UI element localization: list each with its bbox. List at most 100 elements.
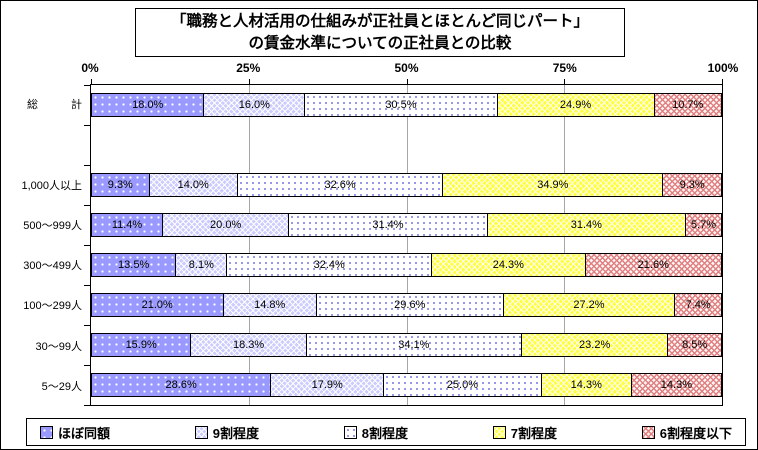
data-label: 31.4% [372, 219, 404, 231]
data-label: 10.7% [672, 99, 704, 111]
data-label: 14.3% [570, 379, 602, 391]
data-label: 34.1% [398, 339, 430, 351]
chart-title-line2: の賃金水準についての正社員との比較 [248, 34, 512, 52]
bar-row: 13.5% 8.1% 32.4% 24.3% 21.6% [91, 245, 722, 285]
category-axis: 総 計 1,000人以上 500～999人 300～499人 100～299人 30～99… [1, 84, 85, 406]
legend-item: 9割程度 [194, 423, 259, 442]
bar-segment: 32.4% [227, 253, 433, 277]
bar-segment: 24.3% [432, 253, 586, 277]
stacked-bar: 9.3% 14.0% 32.6% 34.9% 9.3% [91, 173, 722, 197]
axis-tick-mark [406, 79, 408, 85]
bar-segment: 32.6% [237, 173, 444, 197]
data-label: 20.0% [210, 219, 242, 231]
legend-item: ほぼ同額 [40, 423, 110, 442]
category-label [1, 124, 85, 164]
bar-segment: 11.4% [91, 213, 163, 237]
bar-row: 9.3% 14.0% 32.6% 34.9% 9.3% [91, 165, 722, 205]
bar-segment: 23.2% [521, 333, 669, 357]
data-label: 32.6% [324, 179, 356, 191]
bar-segment: 13.5% [91, 253, 177, 277]
bar-segment: 17.9% [271, 373, 385, 397]
bar-segment: 18.3% [191, 333, 307, 357]
category-tick-mark [84, 405, 90, 406]
data-label: 17.9% [311, 379, 343, 391]
bar-segment: 7.4% [675, 293, 722, 317]
bar-segment: 34.1% [306, 333, 522, 357]
bar-row: 21.0% 14.8% 29.6% 27.2% 7.4% [91, 285, 722, 325]
bar-segment: 15.9% [91, 333, 192, 357]
legend-swatch-icon [492, 425, 506, 439]
legend-item: 7割程度 [492, 423, 557, 442]
legend-swatch-icon [40, 425, 53, 439]
bar-segment: 16.0% [204, 93, 306, 117]
category-label: 100～299人 [23, 300, 82, 313]
data-label: 14.0% [177, 179, 209, 191]
legend-label: 6割程度以下 [659, 425, 732, 441]
data-label: 25.0% [446, 379, 478, 391]
bar-segment: 34.9% [443, 173, 664, 197]
gridline [248, 85, 250, 405]
value-axis: 0% 25% 50% 75% 100% [81, 61, 738, 77]
data-label: 21.6% [637, 259, 669, 271]
axis-tick-mark [722, 79, 723, 85]
data-label: 9.3% [107, 179, 133, 191]
bar-segment: 9.3% [663, 173, 722, 197]
data-label: 34.9% [537, 179, 569, 191]
data-label: 14.8% [254, 299, 286, 311]
axis-tick-label: 75% [552, 61, 577, 75]
data-label: 18.0% [132, 99, 164, 111]
legend-label: 8割程度 [361, 425, 408, 441]
legend-label: 9割程度 [212, 425, 259, 441]
bar-segment: 9.3% [91, 173, 150, 197]
gridline [406, 85, 408, 405]
data-label: 23.2% [579, 339, 611, 351]
category-label: 5～29人 [41, 380, 82, 393]
data-label: 11.4% [111, 219, 143, 231]
bar-row: 11.4% 20.0% 31.4% 31.4% 5.7% [91, 205, 722, 245]
data-label: 30.5% [385, 99, 417, 111]
category-label: 総 計 [27, 99, 82, 112]
category-tick-mark [84, 245, 90, 246]
category-tick-mark [84, 125, 90, 126]
data-label: 24.9% [559, 99, 592, 111]
data-label: 29.6% [394, 299, 426, 311]
chart-title-line1: 「職務と人材活用の仕組みが正社員とほとんど同じパート」 [170, 12, 590, 30]
bar-segment: 31.4% [487, 213, 686, 237]
bar-segment: 29.6% [316, 293, 504, 317]
stacked-bar: 13.5% 8.1% 32.4% 24.3% 21.6% [91, 253, 722, 277]
category-label: 500～999人 [23, 219, 82, 232]
bar-segment: 24.9% [497, 93, 655, 117]
stacked-bar: 28.6% 17.9% 25.0% 14.3% 14.3% [91, 373, 722, 397]
bar-segment: 21.6% [585, 253, 722, 277]
bar-segment: 14.3% [631, 373, 722, 397]
bar-segment: 27.2% [503, 293, 676, 317]
stacked-bar: 15.9% 18.3% 34.1% 23.2% 8.5% [91, 333, 722, 357]
axis-tick-mark [248, 79, 250, 85]
data-label: 18.3% [232, 339, 265, 351]
legend-label: ほぼ同額 [58, 425, 111, 441]
bar-segment: 10.7% [654, 93, 722, 117]
stacked-bar: 21.0% 14.8% 29.6% 27.2% 7.4% [91, 293, 722, 317]
legend-item: 6割程度以下 [641, 423, 732, 442]
axis-tick-label: 0% [81, 61, 99, 75]
data-label: 13.5% [118, 259, 150, 271]
axis-tick-mark [91, 79, 92, 85]
category-tick-mark [84, 165, 90, 166]
axis-tick-mark [564, 79, 566, 85]
data-label: 14.3% [660, 379, 692, 391]
category-tick-mark [84, 205, 90, 206]
bar-row: 18.0% 16.0% 30.5% 24.9% 10.7% [91, 85, 722, 125]
bar-segment: 20.0% [163, 213, 290, 237]
legend-swatch-icon [194, 425, 208, 439]
bar-row: 15.9% 18.3% 34.1% 23.2% 8.5% [91, 325, 722, 365]
category-label: 300～499人 [23, 260, 82, 273]
bar-segment: 8.5% [668, 333, 722, 357]
bar-segment: 25.0% [384, 373, 542, 397]
bar-segment: 18.0% [91, 93, 205, 117]
data-label: 24.3% [492, 259, 524, 271]
data-label: 9.3% [679, 179, 705, 191]
data-label: 16.0% [238, 99, 270, 111]
data-label: 8.1% [188, 259, 214, 271]
chart-title: 「職務と人材活用の仕組みが正社員とほとんど同じパート」 の賃金水準についての正社… [135, 8, 625, 57]
legend-item: 8割程度 [343, 423, 408, 442]
